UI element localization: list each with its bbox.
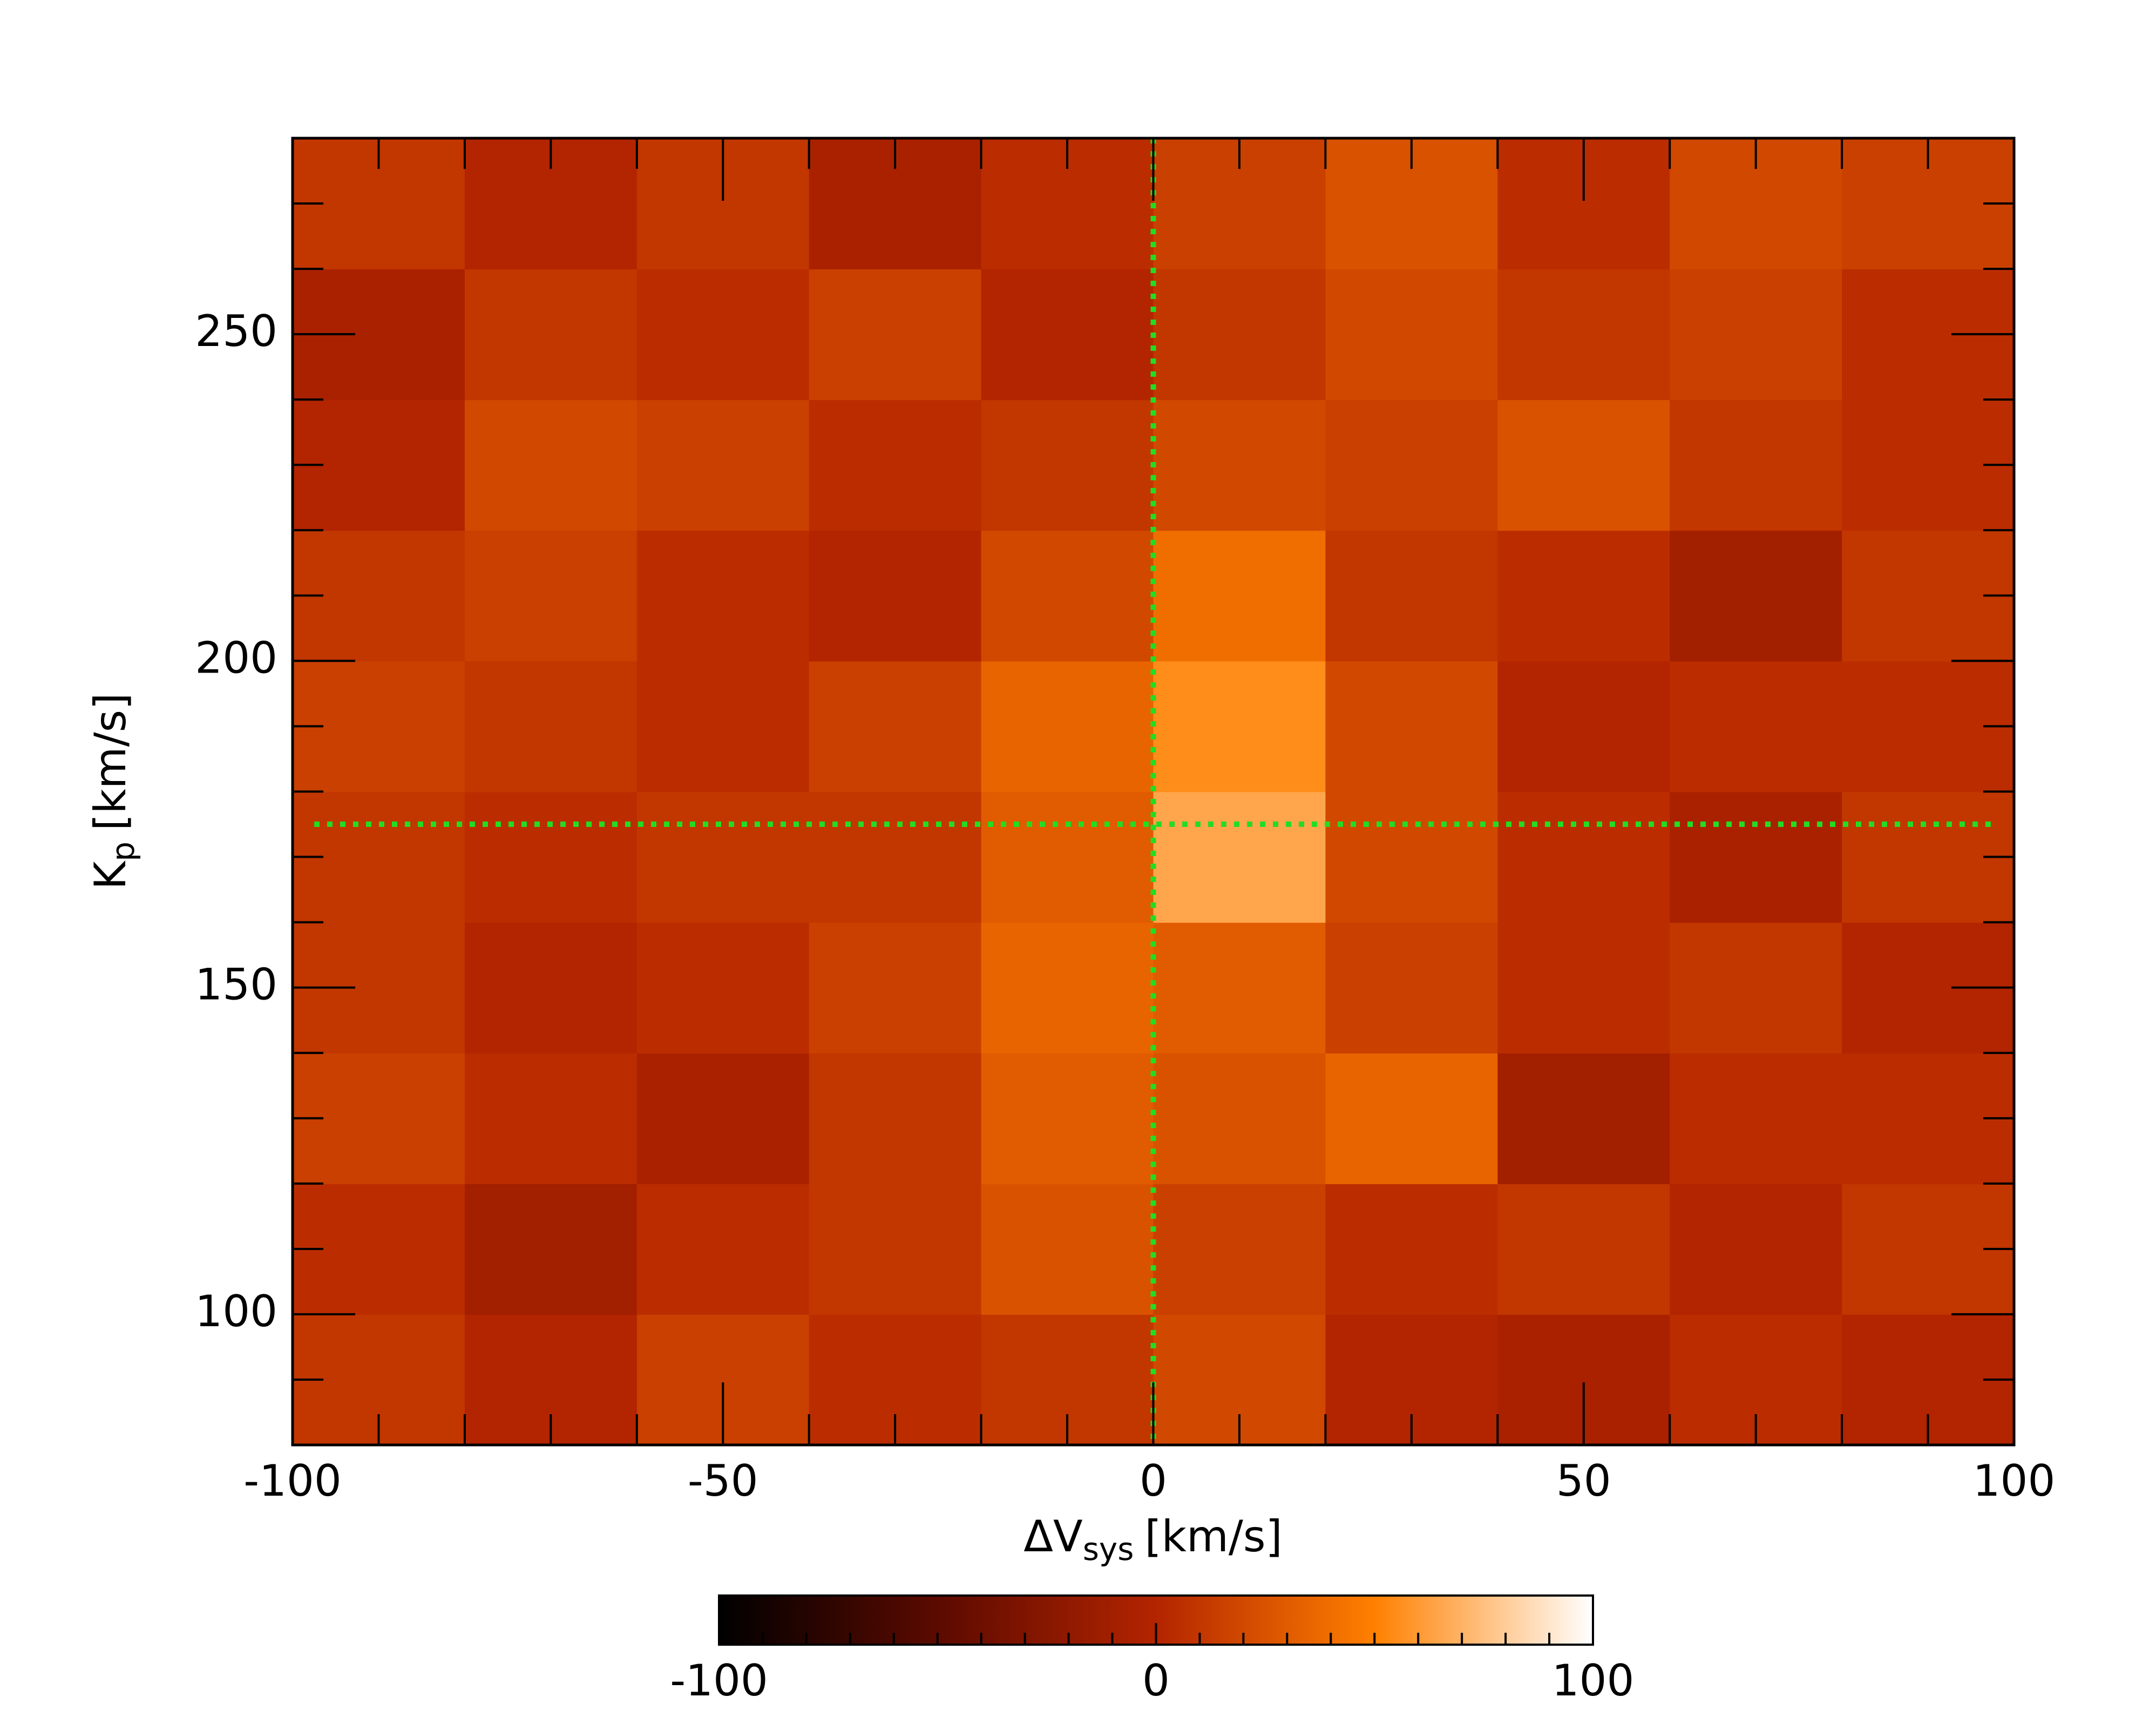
heat-cell [636,1183,810,1315]
heat-cell [636,269,810,401]
heat-cell [1670,1183,1843,1315]
heat-cell [1497,530,1671,662]
heat-cell [1325,791,1499,923]
heat-cell [981,1183,1154,1315]
heat-cell [1325,530,1499,662]
y-label-main: K [85,860,135,890]
heat-cell [981,530,1154,662]
heat-cell [981,922,1154,1054]
heat-cell [1325,399,1499,531]
heat-cell [1670,399,1843,531]
heat-cell [1497,269,1671,401]
y-tick-label: 200 [195,633,277,683]
x-tick-label: 50 [1556,1456,1611,1506]
colorbar-tick-label: 0 [1142,1655,1170,1706]
heat-cell [1670,1053,1843,1184]
heat-cell [1497,661,1671,792]
x-label-main: ΔV [1023,1511,1083,1562]
heat-cell [1670,661,1843,792]
heat-cell [1153,269,1326,401]
heat-cell [981,1053,1154,1184]
heat-cell [1497,1183,1671,1315]
heat-cell [809,1183,982,1315]
x-tick-label: 100 [1973,1456,2056,1506]
colorbar-tick-label: 100 [1552,1655,1635,1706]
heat-cell [464,1183,638,1315]
heat-cell [1153,1053,1326,1184]
heat-cell [981,791,1154,923]
heat-cell [464,530,638,662]
heat-cell [464,1053,638,1184]
x-label-sub: sys [1083,1531,1134,1567]
x-axis-label: ΔVsys [km/s] [1023,1511,1283,1567]
heat-cell [636,399,810,531]
heat-cell [809,791,982,923]
heat-cell [1497,922,1671,1054]
heat-cell [809,269,982,401]
heat-cell [636,791,810,923]
heat-cell [636,661,810,792]
heat-cell [1153,530,1326,662]
heat-cell [1325,922,1499,1054]
heat-cell [1497,791,1671,923]
y-tick-label: 100 [195,1286,277,1336]
heat-cell [1670,791,1843,923]
heat-cell [1153,661,1326,792]
heat-cell [809,399,982,531]
x-label-unit: [km/s] [1144,1511,1282,1562]
heat-cell [981,399,1154,531]
heat-cell [1153,1183,1326,1315]
y-label-unit: [km/s] [85,693,135,831]
heat-cell [981,269,1154,401]
heat-cell [1670,922,1843,1054]
heat-cell [464,399,638,531]
heat-cell [1153,922,1326,1054]
heat-cell [464,791,638,923]
heat-cell [636,922,810,1054]
heat-cell [1325,1053,1499,1184]
heat-cell [1325,269,1499,401]
heat-cell [636,530,810,662]
heat-cell [1670,269,1843,401]
heat-cell [809,530,982,662]
heat-cell [1153,399,1326,531]
heat-cell [1325,661,1499,792]
heat-cell [1497,399,1671,531]
heat-cell [981,661,1154,792]
heat-cell [464,922,638,1054]
heat-cell [809,922,982,1054]
heat-cell [1670,530,1843,662]
y-label-sub: p [105,841,141,861]
heat-cell [464,269,638,401]
x-tick-label: -50 [688,1456,758,1506]
heat-cell [809,661,982,792]
axes: -100 -50 0 50 100 100 150 200 250 [195,137,2056,1506]
heat-cell [1325,1183,1499,1315]
colorbar-tick-label: -100 [670,1655,768,1706]
heat-cell [1153,791,1326,923]
heat-cell [464,661,638,792]
heat-cell [809,1053,982,1184]
y-axis-label: Kp [km/s] [85,693,141,890]
x-tick-label: -100 [243,1456,342,1506]
x-tick-label: 0 [1140,1456,1167,1506]
y-tick-label: 150 [195,960,277,1010]
y-tick-label: 250 [195,306,277,356]
heat-cell [1497,1053,1671,1184]
heat-cell [636,1053,810,1184]
